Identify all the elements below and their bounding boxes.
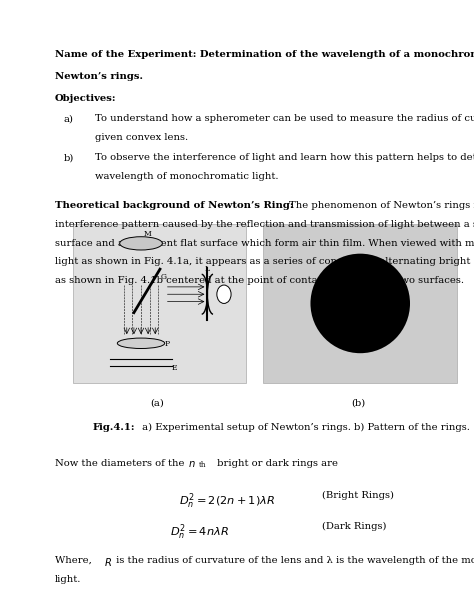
Bar [263, 224, 457, 383]
Text: surface and an adjacent flat surface which form air thin film. When viewed with : surface and an adjacent flat surface whi… [55, 238, 474, 248]
Text: $R$: $R$ [104, 556, 112, 568]
Bar [73, 224, 246, 383]
Text: b): b) [64, 153, 74, 162]
Ellipse shape [310, 254, 410, 353]
Text: a): a) [64, 115, 74, 123]
Ellipse shape [355, 298, 366, 309]
Ellipse shape [117, 338, 165, 349]
Text: Name of the Experiment: Determination of the wavelength of a monochromatic light: Name of the Experiment: Determination of… [55, 50, 474, 59]
Text: $D_n^2 = 2(2n + 1)\lambda R$: $D_n^2 = 2(2n + 1)\lambda R$ [180, 491, 275, 511]
Text: E: E [172, 364, 177, 372]
Text: light as shown in Fig. 4.1a, it appears as a series of concentric, alternating b: light as shown in Fig. 4.1a, it appears … [55, 257, 474, 267]
Text: bright or dark rings are: bright or dark rings are [214, 459, 338, 468]
Ellipse shape [119, 237, 162, 250]
Text: Where,: Where, [55, 556, 98, 565]
Text: is the radius of curvature of the lens and λ is the wavelength of the monochroma: is the radius of curvature of the lens a… [113, 556, 474, 565]
Circle shape [217, 285, 231, 303]
Ellipse shape [320, 263, 401, 344]
Text: M: M [144, 230, 152, 238]
Text: (Bright Rings): (Bright Rings) [322, 491, 394, 500]
Text: given convex lens.: given convex lens. [95, 133, 188, 142]
Ellipse shape [333, 276, 387, 330]
Text: light.: light. [55, 575, 81, 584]
Text: The phenomenon of Newton’s rings is an: The phenomenon of Newton’s rings is an [289, 201, 474, 210]
Text: L: L [205, 265, 210, 273]
Text: G: G [160, 273, 166, 281]
Text: a) Experimental setup of Newton’s rings. b) Pattern of the rings.: a) Experimental setup of Newton’s rings.… [139, 423, 470, 432]
Text: th: th [199, 461, 207, 469]
Text: (Dark Rings): (Dark Rings) [322, 522, 387, 531]
Ellipse shape [326, 269, 395, 338]
Text: wavelength of monochromatic light.: wavelength of monochromatic light. [95, 172, 278, 181]
Text: (b): (b) [351, 398, 365, 408]
Text: Objectives:: Objectives: [55, 94, 116, 103]
Text: Fig.4.1:: Fig.4.1: [92, 423, 135, 432]
Text: Theoretical background of Newton’s Ring:: Theoretical background of Newton’s Ring: [55, 201, 293, 210]
Ellipse shape [341, 284, 380, 323]
Text: Newton’s rings.: Newton’s rings. [55, 72, 143, 81]
Text: $D_n^2 = 4n\lambda R$: $D_n^2 = 4n\lambda R$ [170, 522, 228, 541]
Text: Now the diameters of the: Now the diameters of the [55, 459, 187, 468]
Text: To understand how a spherometer can be used to measure the radius of curvature o: To understand how a spherometer can be u… [95, 115, 474, 123]
Text: $n$: $n$ [188, 459, 196, 468]
Text: (a): (a) [151, 398, 164, 408]
Text: P: P [165, 340, 170, 348]
Ellipse shape [318, 261, 403, 346]
Text: as shown in Fig. 4.1b centered at the point of contact between the two surfaces.: as shown in Fig. 4.1b centered at the po… [55, 276, 464, 285]
Ellipse shape [348, 292, 372, 315]
Text: interference pattern caused by the reflection and transmission of light between : interference pattern caused by the refle… [55, 220, 474, 229]
Text: To observe the interference of light and learn how this pattern helps to determi: To observe the interference of light and… [95, 153, 474, 162]
